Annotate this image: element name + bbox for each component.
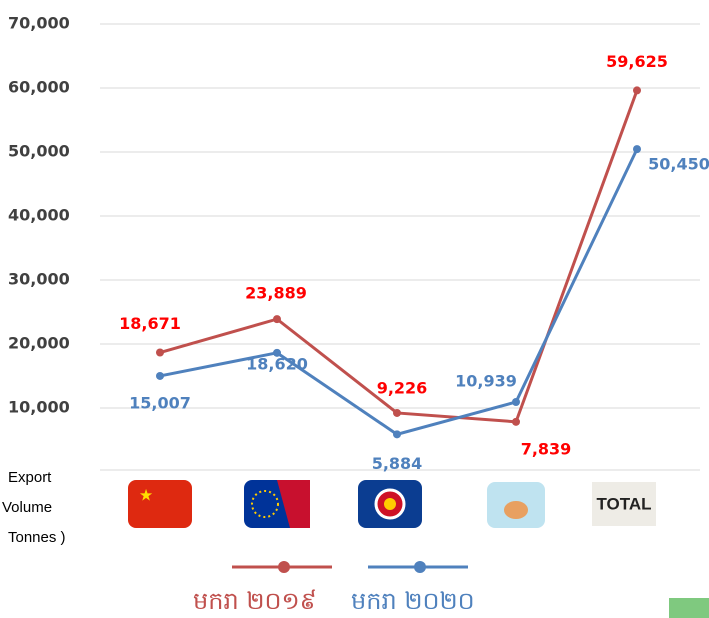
value-label: 18,620: [246, 354, 308, 373]
value-label: 18,671: [119, 314, 181, 333]
corner-decoration: [669, 598, 709, 618]
point: [273, 348, 281, 357]
point: [393, 408, 401, 417]
point: [393, 430, 401, 439]
value-label: 7,839: [521, 439, 572, 458]
legend-label: មករា ២០១៩: [193, 587, 317, 615]
y-tick-label: 70,000: [8, 14, 70, 33]
value-label: 5,884: [372, 454, 423, 473]
svg-text:★: ★: [139, 486, 153, 505]
point: [512, 417, 520, 426]
value-label: 59,625: [606, 52, 668, 71]
y-tick-label: 30,000: [8, 270, 70, 289]
flag-oceania-map: [487, 482, 545, 528]
flag-china: ★: [128, 480, 192, 528]
point: [512, 397, 520, 406]
point: [633, 145, 641, 154]
flag-asean: [358, 480, 422, 528]
y-tick-label: 40,000: [8, 206, 70, 225]
y-axis-label: Export: [8, 469, 52, 486]
legend-label: មករា ២០២០: [351, 587, 475, 615]
point: [156, 348, 164, 357]
legend-marker: [278, 561, 290, 573]
y-tick-label: 50,000: [8, 142, 70, 161]
y-axis-label: Volume: [2, 499, 52, 516]
y-tick-label: 60,000: [8, 78, 70, 97]
value-label: 23,889: [245, 284, 307, 303]
x-tick-label: TOTAL: [596, 494, 651, 513]
flag-eu-uk: [244, 480, 310, 528]
value-label: 10,939: [455, 371, 517, 390]
point: [156, 371, 164, 380]
point: [633, 86, 641, 95]
y-tick-label: 20,000: [8, 334, 70, 353]
value-label: 50,450: [648, 155, 709, 174]
y-tick-label: 10,000: [8, 398, 70, 417]
value-label: 9,226: [377, 378, 428, 397]
point: [273, 315, 281, 324]
series-line: [159, 89, 639, 424]
y-axis-label: Tonnes ): [8, 529, 66, 546]
value-label: 15,007: [129, 393, 191, 412]
legend-marker: [414, 561, 426, 573]
total-icon: [592, 482, 656, 526]
